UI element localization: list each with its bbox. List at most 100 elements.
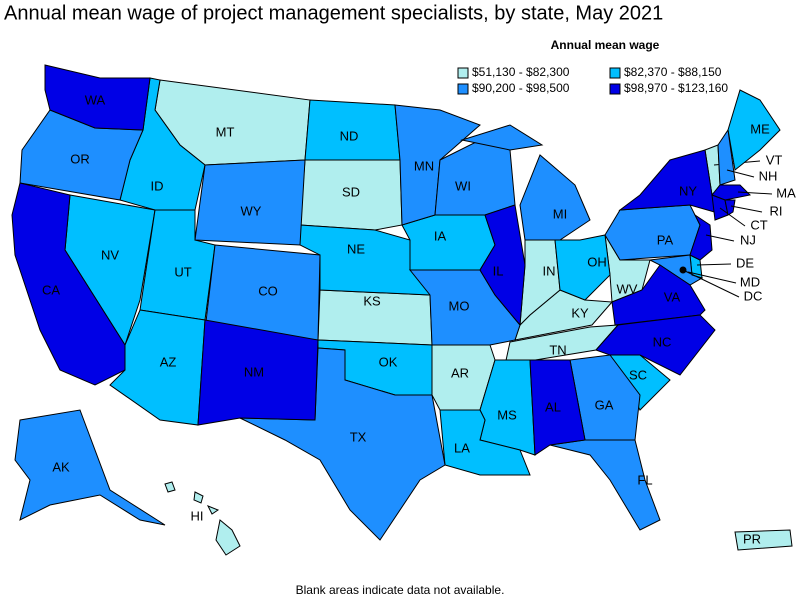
state-label: MO xyxy=(449,298,470,313)
legend-swatch xyxy=(609,83,621,95)
state: HI xyxy=(164,481,241,556)
state-label: DC xyxy=(744,288,763,303)
state-shape xyxy=(193,491,204,504)
state-label: CO xyxy=(258,283,278,298)
state-shape xyxy=(689,213,713,261)
state: CA xyxy=(11,182,126,386)
state-label: VT xyxy=(766,152,783,167)
state-shape xyxy=(611,264,706,326)
leader-line xyxy=(726,169,755,178)
state: NC xyxy=(595,314,716,376)
leader-line xyxy=(696,263,732,266)
state-label: DE xyxy=(736,255,754,270)
state-label: AL xyxy=(545,399,561,414)
state-label: MI xyxy=(553,206,567,221)
state-label: IL xyxy=(493,263,504,278)
legend: $51,130 - $82,300 $82,370 - $88,150 $90,20… xyxy=(457,65,728,95)
state-label: SC xyxy=(629,367,647,382)
state: NH xyxy=(717,128,778,186)
state: WY xyxy=(194,159,306,246)
state: ND xyxy=(304,99,401,161)
state-shape xyxy=(604,204,701,261)
state-label: PA xyxy=(657,232,674,247)
state-label: MD xyxy=(740,274,760,289)
legend-swatch xyxy=(457,67,469,79)
state-shape xyxy=(197,319,319,426)
state: MI xyxy=(460,124,591,241)
state: AL xyxy=(529,359,586,456)
state-shape xyxy=(44,64,151,131)
state-label: NV xyxy=(101,247,119,262)
state: NJ xyxy=(689,213,756,261)
state-shape xyxy=(479,204,526,327)
state-label: ID xyxy=(151,178,164,193)
state: NE xyxy=(299,224,431,296)
leader-line xyxy=(719,207,746,227)
state-shape xyxy=(519,154,591,241)
state: SD xyxy=(299,159,403,231)
state-label: ND xyxy=(340,128,359,143)
state: CO xyxy=(204,244,321,341)
legend-title: Annual mean wage xyxy=(551,38,660,52)
state: CT xyxy=(711,194,768,232)
state-label: KS xyxy=(363,293,381,308)
state-label: OH xyxy=(587,254,607,269)
state: VA xyxy=(611,264,706,326)
state-label: OR xyxy=(70,151,90,166)
state-label: TN xyxy=(549,342,566,357)
state-label: GA xyxy=(595,397,614,412)
state: PA xyxy=(604,204,701,261)
state: ME xyxy=(727,89,781,171)
state-shape xyxy=(206,505,220,515)
state-label: PR xyxy=(743,531,761,546)
state-label: SD xyxy=(342,184,360,199)
state-label: MT xyxy=(216,124,235,139)
state-shape xyxy=(549,439,661,531)
state: FL xyxy=(549,439,661,531)
state-shape xyxy=(460,124,544,151)
state-shape xyxy=(727,89,781,171)
state: KS xyxy=(317,289,433,346)
map-title: Annual mean wage of project management s… xyxy=(4,2,663,24)
state-label: NC xyxy=(653,334,672,349)
state: VT xyxy=(704,144,783,197)
state: DC xyxy=(679,266,763,303)
state-label: CA xyxy=(42,282,60,297)
state-shape xyxy=(401,214,496,271)
state: WA xyxy=(44,64,151,131)
state: PR xyxy=(734,529,793,551)
state-shape xyxy=(164,481,176,493)
state-label: MA xyxy=(776,185,796,200)
state-label: TX xyxy=(350,429,367,444)
leader-line xyxy=(730,205,763,213)
leader-line xyxy=(687,271,737,284)
state-label: FL xyxy=(637,472,652,487)
state-label: NH xyxy=(759,168,778,183)
state-label: AK xyxy=(52,459,70,474)
state-label: ME xyxy=(750,121,770,136)
state-label: LA xyxy=(454,440,470,455)
state-label: KY xyxy=(571,305,589,320)
leader-line xyxy=(705,234,735,242)
leader-line xyxy=(737,191,773,195)
state-label: UT xyxy=(174,264,191,279)
state-label: IN xyxy=(543,263,556,278)
state-shape xyxy=(529,359,586,456)
state-label: IA xyxy=(434,228,447,243)
legend-label: $98,970 - $123,160 xyxy=(624,81,728,95)
state-label: WV xyxy=(617,281,638,296)
legend-label: $90,200 - $98,500 xyxy=(472,81,570,95)
state: LA xyxy=(439,409,531,476)
state-shape xyxy=(724,199,736,216)
state-shape xyxy=(439,409,531,476)
state-label: HI xyxy=(191,508,204,523)
state-shape xyxy=(215,519,241,556)
state-label: AZ xyxy=(160,354,177,369)
state-label: NY xyxy=(679,183,697,198)
state-label: RI xyxy=(770,203,783,218)
state: IA xyxy=(401,214,496,271)
state: AR xyxy=(431,344,496,411)
state-shape xyxy=(14,409,166,526)
